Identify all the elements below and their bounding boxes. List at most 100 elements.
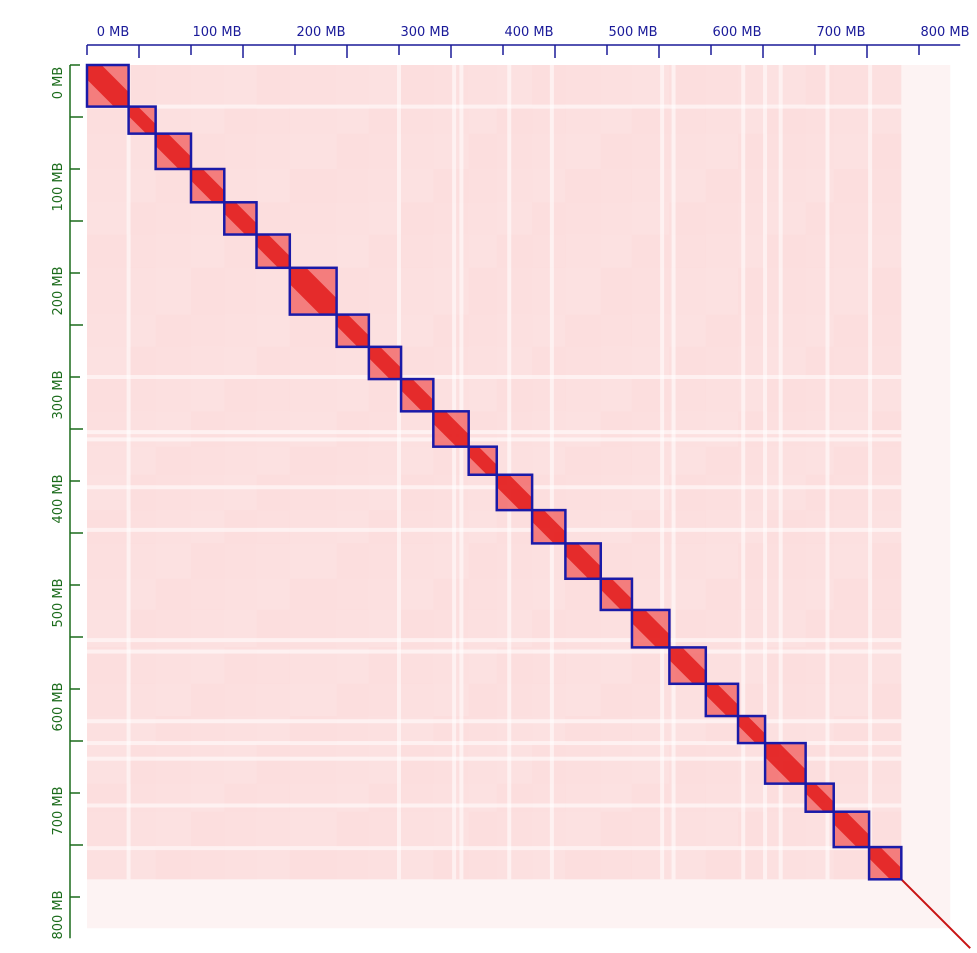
x-tick-label: 700 MB [816, 25, 865, 40]
heatmap-offdiag-cell [256, 169, 290, 203]
heatmap-offdiag-cell [833, 314, 870, 347]
heatmap-offdiag-cell [368, 847, 402, 880]
heatmap-offdiag-cell [496, 783, 533, 812]
heatmap-offdiag-cell [532, 543, 566, 579]
y-axis: 0 MB 100 MB 200 MB 300 MB 400 MB 500 MB 600 MB… [51, 64, 83, 940]
heatmap-offdiag-cell [368, 65, 402, 107]
heatmap-offdiag-cell [289, 379, 337, 412]
heatmap-offdiag-cell [532, 133, 566, 169]
heatmap-offdiag-cell [765, 379, 806, 412]
heatmap-offdiag-cell [336, 202, 369, 235]
heatmap-diagonal-core [224, 202, 257, 235]
heatmap-offdiag-cell [532, 783, 566, 812]
heatmap-offdiag-cell [468, 474, 497, 511]
heatmap-offdiag-cell [600, 474, 632, 511]
scaffold-box [564, 542, 603, 581]
heatmap-offdiag-cell [833, 267, 870, 315]
scaffold-box [495, 473, 534, 512]
heatmap-offdiag-cell [705, 267, 739, 315]
heatmap-offdiag-cell [256, 379, 290, 412]
heatmap-offdiag-cell [869, 65, 902, 107]
heatmap-offdiag-cell [368, 202, 402, 235]
scaffold-box [335, 313, 371, 349]
heatmap-offdiag-cell [600, 847, 632, 880]
heatmap-offdiag-cell [289, 106, 337, 134]
heatmap-offdiag-cell [705, 543, 739, 579]
heatmap-offdiag-cell [87, 811, 129, 848]
heatmap-offdiag-cell [468, 314, 497, 347]
heatmap-offdiag-cell [468, 267, 497, 315]
heatmap-offdiag-cell [565, 578, 601, 610]
heatmap-offdiag-cell [87, 314, 129, 347]
heatmap-offdiag-cell [224, 847, 257, 880]
heatmap-offdiag-cell [191, 202, 225, 235]
heatmap-offdiag-cell [155, 169, 191, 203]
heatmap-offdiag-cell [869, 543, 902, 579]
heatmap-offdiag-cell [869, 106, 902, 134]
heatmap-offdiag-cell [128, 169, 156, 203]
heatmap-offdiag-cell [833, 510, 870, 544]
heatmap-offdiag-cell [869, 169, 902, 203]
scaffold-box [399, 377, 435, 413]
heatmap-offdiag-cell [705, 379, 739, 412]
heatmap-offdiag-cell [532, 234, 566, 268]
heatmap-offdiag-cell [289, 811, 337, 848]
heatmap-offdiag-cell [532, 743, 566, 784]
heatmap-diagonal-core [669, 647, 706, 684]
heatmap-offdiag-cell [401, 106, 434, 134]
heatmap-offdiag-cell [805, 234, 834, 268]
heatmap-offdiag-cell [705, 314, 739, 347]
heatmap-offdiag-cell [532, 106, 566, 134]
heatmap-offdiag-cell [833, 133, 870, 169]
heatmap-diagonal-core [833, 811, 870, 848]
x-tick-label: 400 MB [504, 25, 553, 40]
heatmap-offdiag-cell [155, 847, 191, 880]
heatmap-gap-band-horizontal [87, 430, 902, 435]
heatmap-offdiag-cell [128, 267, 156, 315]
scaffold-box-layer [85, 63, 903, 881]
heatmap-offdiag-cell [805, 543, 834, 579]
heatmap-offdiag-cell [805, 267, 834, 315]
heatmap-offdiag-cell [805, 65, 834, 107]
heatmap-gap-band-horizontal [87, 741, 902, 746]
heatmap-offdiag-cell [155, 474, 191, 511]
heatmap-offdiag-cell [805, 510, 834, 544]
heatmap-offdiag-cell [191, 267, 225, 315]
scaffold-box [832, 810, 871, 849]
heatmap-offdiag-cell [401, 543, 434, 579]
heatmap-offdiag-cell [224, 683, 257, 717]
heatmap-offdiag-cell [496, 314, 533, 347]
heatmap-offdiag-cell [155, 510, 191, 544]
heatmap-offdiag-cell [496, 446, 533, 475]
heatmap-offdiag-cell [224, 346, 257, 380]
heatmap-offdiag-cell [401, 314, 434, 347]
heatmap-offdiag-cell [496, 847, 533, 880]
heatmap-offdiag-cell [468, 811, 497, 848]
heatmap-offdiag-cell [155, 578, 191, 610]
heatmap-offdiag-cell [224, 314, 257, 347]
heatmap-offdiag-cell [833, 847, 870, 880]
scaffold-box [630, 608, 671, 649]
heatmap-offdiag-cell [705, 169, 739, 203]
heatmap-diagonal-core [336, 314, 369, 347]
heatmap-diagonal-core [705, 683, 739, 717]
heatmap-offdiag-cell [224, 446, 257, 475]
heatmap-offdiag-cell [224, 474, 257, 511]
heatmap-offdiag-cell [600, 683, 632, 717]
heatmap-offdiag-cell [256, 578, 290, 610]
heatmap-offdiag-cell [128, 346, 156, 380]
heatmap-offdiag-cell [869, 474, 902, 511]
y-tick-label: 100 MB [51, 162, 66, 211]
heatmap-gap-band-horizontal [87, 846, 902, 851]
heatmap-offdiag-cell [600, 811, 632, 848]
heatmap-offdiag-cell [532, 811, 566, 848]
heatmap-offdiag-cell [224, 743, 257, 784]
heatmap-offdiag-cell [336, 474, 369, 511]
heatmap-offdiag-cell [765, 234, 806, 268]
heatmap-offdiag-cell [565, 65, 601, 107]
heatmap-diagonal-core [368, 346, 402, 380]
heatmap-offdiag-cell [869, 314, 902, 347]
heatmap-offdiag-cell [468, 106, 497, 134]
heatmap-offdiag-cell [401, 202, 434, 235]
heatmap-diagonal-core [565, 543, 601, 579]
